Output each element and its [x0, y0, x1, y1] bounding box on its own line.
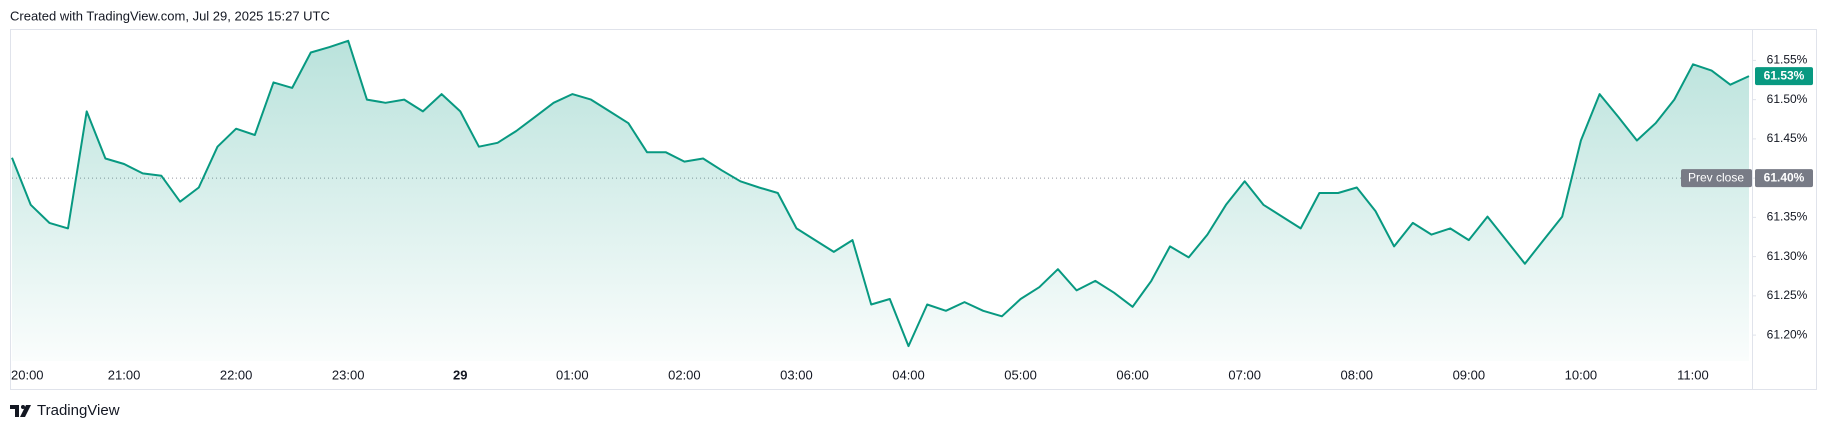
brand-logo: [10, 405, 31, 417]
prev-close-value: 61.40%: [1764, 170, 1805, 184]
y-tick-label: 61.50%: [1767, 92, 1808, 106]
x-tick-label: 21:00: [108, 367, 141, 382]
y-tick-label: 61.45%: [1767, 131, 1808, 145]
prev-close-name: Prev close: [1688, 170, 1744, 184]
x-tick-label: 01:00: [556, 367, 589, 382]
x-tick-label: 09:00: [1453, 367, 1486, 382]
x-tick-label: 08:00: [1341, 367, 1374, 382]
y-tick-label: 61.25%: [1767, 288, 1808, 302]
price-line: [11, 39, 1750, 348]
x-tick-label: 03:00: [780, 367, 813, 382]
x-tick-label: 23:00: [332, 367, 365, 382]
header-text: Created with TradingView.com, Jul 29, 20…: [10, 8, 330, 23]
x-tick-label: 07:00: [1228, 367, 1261, 382]
x-tick-label: 11:00: [1677, 367, 1709, 382]
x-tick-label: 22:00: [220, 367, 253, 382]
y-tick-label: 61.55%: [1767, 53, 1808, 67]
x-tick-label: 02:00: [668, 367, 701, 382]
pane-border: [10, 29, 1817, 390]
x-tick-label: 05:00: [1004, 367, 1037, 382]
x-tick-label: 20:00: [11, 367, 44, 382]
x-tick-label: 06:00: [1116, 367, 1149, 382]
last-price-label: 61.53%: [1764, 68, 1805, 82]
prev-close-value-box: [1755, 169, 1813, 188]
y-tick-label: 61.35%: [1767, 210, 1808, 224]
last-price-box: [1755, 67, 1813, 86]
prev-close-box: [1681, 169, 1752, 188]
y-tick-label: 61.20%: [1767, 327, 1808, 341]
x-tick-label: 10:00: [1565, 367, 1598, 382]
x-tick-label: 04:00: [892, 367, 925, 382]
y-tick-label: 61.30%: [1767, 249, 1808, 263]
x-tick-label: 29: [453, 367, 467, 382]
brand-name: TradingView: [37, 402, 120, 419]
area-fill: [12, 40, 1749, 362]
